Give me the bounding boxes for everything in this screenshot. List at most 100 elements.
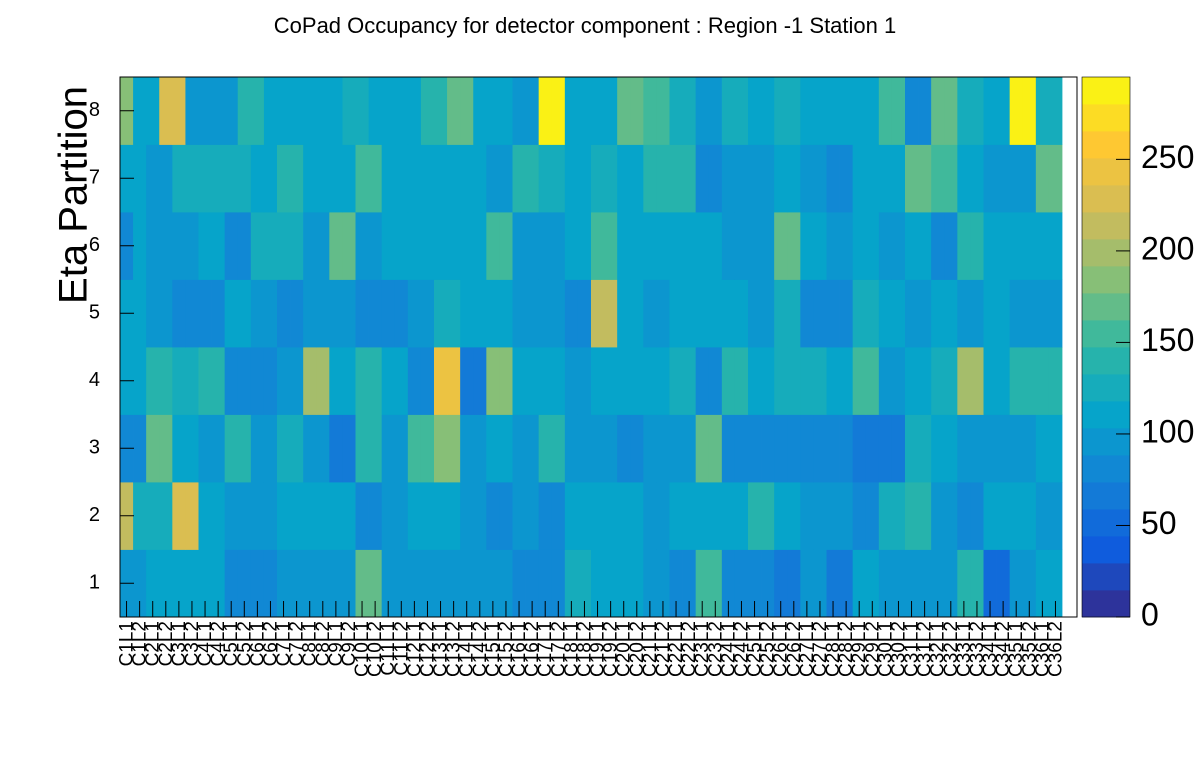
heatmap-cell xyxy=(486,347,500,415)
heatmap-cell xyxy=(905,144,919,213)
y-tick-label: 6 xyxy=(89,234,100,256)
heatmap-cell xyxy=(133,482,147,550)
heatmap-cell xyxy=(1048,549,1063,618)
heatmap-cell xyxy=(224,347,239,415)
heatmap-cell xyxy=(996,549,1011,618)
heatmap-cell xyxy=(865,144,880,213)
heatmap-cell xyxy=(329,77,343,145)
heatmap-cell xyxy=(303,414,317,483)
x-tick-label: C6L1 xyxy=(247,621,268,666)
x-tick-label: C31L1 xyxy=(902,621,923,677)
heatmap-cell xyxy=(591,77,605,145)
heatmap-cell xyxy=(839,414,854,483)
heatmap-cell xyxy=(669,549,683,618)
heatmap-cell xyxy=(748,144,762,213)
heatmap-cell xyxy=(826,482,840,550)
heatmap-cell xyxy=(407,77,422,145)
heatmap-cell xyxy=(852,77,867,145)
heatmap-cell xyxy=(944,212,958,280)
x-tick-label: C15L2 xyxy=(496,621,517,677)
heatmap-cell xyxy=(499,347,513,415)
heatmap-cell xyxy=(473,212,487,280)
heatmap-cell xyxy=(708,347,723,415)
heatmap-cell xyxy=(434,77,448,145)
heatmap-cell xyxy=(355,212,369,280)
heatmap-cell xyxy=(1035,212,1050,280)
heatmap-cell xyxy=(564,414,579,483)
heatmap-cell xyxy=(1009,144,1024,213)
heatmap-cell xyxy=(512,414,526,483)
palette-step xyxy=(1082,212,1130,240)
x-tick-label: C25L1 xyxy=(745,621,766,677)
heatmap-cell xyxy=(316,347,330,415)
heatmap-cell xyxy=(734,144,749,213)
heatmap-cell xyxy=(931,347,945,415)
heatmap-cell xyxy=(682,212,697,280)
heatmap-cell xyxy=(774,212,788,280)
heatmap-cell xyxy=(172,347,186,415)
heatmap-cell xyxy=(211,347,226,415)
x-tick-label: C33L2 xyxy=(967,621,988,677)
heatmap-cell xyxy=(434,414,448,483)
plot-frame xyxy=(119,76,1078,618)
heatmap-cell xyxy=(394,414,409,483)
x-tick-label: C16L2 xyxy=(522,621,543,677)
heatmap-cell xyxy=(617,347,631,415)
heatmap-cell xyxy=(525,414,540,483)
heatmap-cell xyxy=(957,212,971,280)
heatmap-cell xyxy=(957,347,971,415)
heatmap-cell xyxy=(159,212,173,280)
heatmap-cell xyxy=(826,549,840,618)
heatmap-cell xyxy=(1009,279,1024,348)
heatmap-cell xyxy=(447,77,461,145)
heatmap-cell xyxy=(237,347,252,415)
heatmap-cell xyxy=(787,77,801,145)
heatmap-cell xyxy=(1009,77,1024,145)
heatmap-cell xyxy=(146,279,160,348)
palette-step xyxy=(1082,185,1130,213)
heatmap-cell xyxy=(800,347,814,415)
heatmap-cell xyxy=(1035,279,1050,348)
heatmap-cell xyxy=(486,482,500,550)
heatmap-cell xyxy=(342,414,356,483)
heatmap-cell xyxy=(996,144,1011,213)
heatmap-cell xyxy=(198,482,212,550)
x-tick-label: C8L2 xyxy=(313,621,334,666)
heatmap-cell xyxy=(748,347,762,415)
heatmap-cell xyxy=(447,414,461,483)
heatmap-cell xyxy=(1035,77,1050,145)
heatmap-cell xyxy=(944,347,958,415)
heatmap-cell xyxy=(237,212,252,280)
heatmap-cell xyxy=(133,347,147,415)
heatmap-cell xyxy=(643,144,657,213)
heatmap-cell xyxy=(891,77,906,145)
heatmap-cell xyxy=(643,77,657,145)
x-tick-label: C10L1 xyxy=(352,621,373,677)
heatmap-cell xyxy=(564,347,579,415)
heatmap-cell xyxy=(748,212,762,280)
heatmap-cell xyxy=(198,347,212,415)
heatmap-cell xyxy=(761,414,775,483)
heatmap-cell xyxy=(434,347,448,415)
x-tick-label: C3L1 xyxy=(169,621,190,666)
heatmap-cell xyxy=(512,144,526,213)
x-tick-label: C9L1 xyxy=(326,621,347,666)
heatmap-cell xyxy=(473,347,487,415)
x-tick-label: C23L2 xyxy=(705,621,726,677)
heatmap-cell xyxy=(734,347,749,415)
heatmap-cell xyxy=(983,77,997,145)
heatmap-cell xyxy=(355,347,369,415)
heatmap-cell xyxy=(721,414,736,483)
heatmap-cell xyxy=(512,549,526,618)
heatmap-cell xyxy=(342,212,356,280)
heatmap-cell xyxy=(486,279,500,348)
heatmap-cell xyxy=(891,482,906,550)
heatmap-cell xyxy=(695,279,710,348)
heatmap-cell xyxy=(708,212,723,280)
heatmap-cell xyxy=(734,77,749,145)
heatmap-cell xyxy=(1022,144,1037,213)
heatmap-cell xyxy=(434,279,448,348)
heatmap-cell xyxy=(277,347,291,415)
heatmap-cell xyxy=(813,279,827,348)
heatmap-cell xyxy=(891,279,906,348)
